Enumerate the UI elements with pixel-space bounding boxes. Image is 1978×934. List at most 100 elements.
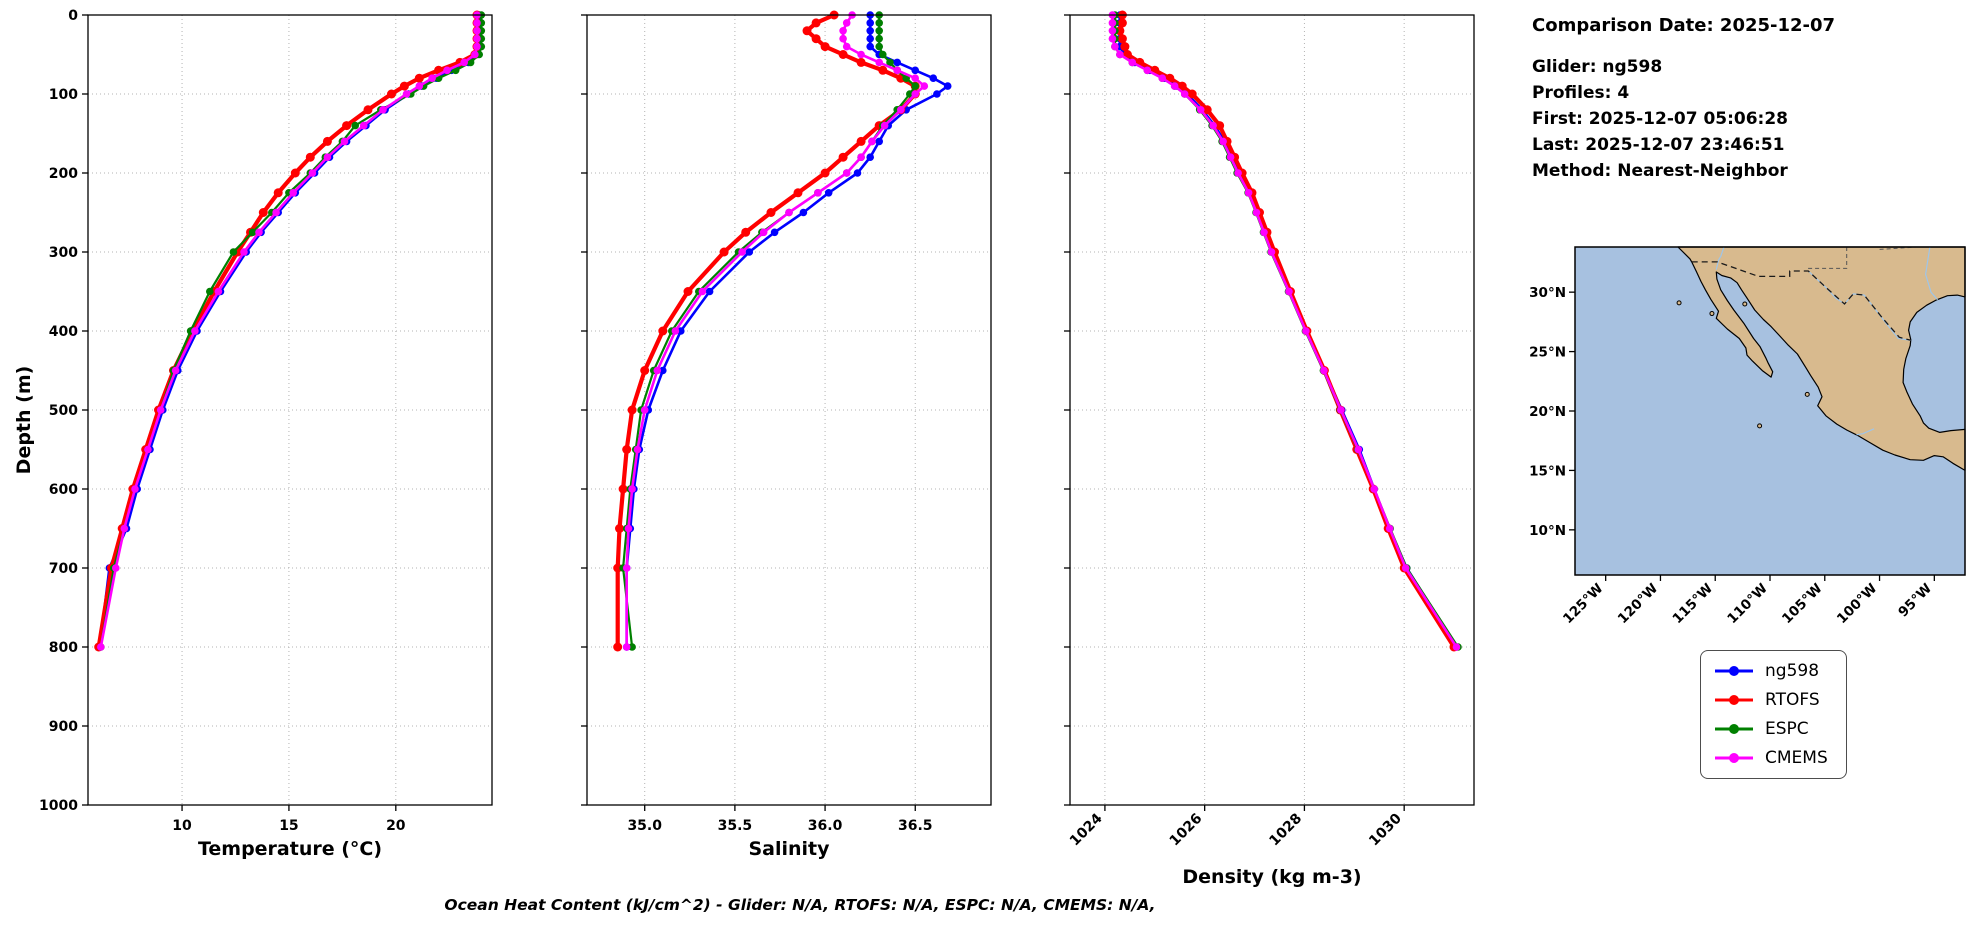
salinity-RTOFS-marker: [766, 208, 776, 217]
map-lat-label: 15°N: [1530, 463, 1566, 479]
y-tick-label: 0: [68, 8, 78, 24]
legend-label: ESPC: [1765, 719, 1809, 739]
temperature-CMEMS-marker: [112, 564, 120, 572]
density-RTOFS-marker: [1177, 81, 1187, 91]
x-tick-label: 1026: [1167, 811, 1206, 850]
y-tick-label: 700: [49, 561, 78, 577]
temperature-CMEMS-marker: [340, 137, 349, 146]
salinity-RTOFS-marker: [618, 484, 628, 494]
salinity-CMEMS-marker: [880, 121, 889, 130]
salinity-CMEMS-marker: [785, 208, 793, 217]
map-lat-label: 20°N: [1530, 404, 1566, 420]
x-tick-label: 35.5: [718, 818, 753, 834]
temperature-profile-chart: 10 15 2001002003004005006007008009001000Te…: [39, 8, 493, 860]
y-tick-label: 400: [49, 324, 78, 340]
salinity-CMEMS-marker: [857, 153, 865, 161]
salinity-ng598-marker: [893, 58, 901, 67]
density-CMEMS-marker: [1452, 643, 1461, 651]
legend: ng598 RTOFS ESPC CMEMS: [1700, 650, 1847, 779]
x-tick-label: 15: [279, 818, 298, 834]
salinity-CMEMS-marker: [911, 74, 919, 82]
map-island: [1742, 301, 1748, 307]
salinity-ng598-marker: [866, 42, 874, 51]
y-tick-label: 1000: [39, 798, 78, 814]
salinity-CMEMS-marker: [628, 485, 636, 493]
salinity-CMEMS-marker: [633, 445, 642, 454]
temperature-RTOFS-marker: [399, 81, 409, 91]
info-spacer: [1532, 39, 1835, 55]
salinity-ng598-marker: [770, 228, 779, 237]
legend-item-ng598: ng598: [1713, 661, 1828, 681]
density-CMEMS-marker: [1244, 189, 1253, 197]
temperature-CMEMS-marker: [473, 27, 481, 35]
x-tick-label: 35.0: [627, 818, 662, 834]
map-island: [1804, 391, 1810, 397]
legend-item-cmems: CMEMS: [1713, 748, 1828, 768]
density-CMEMS-marker: [1170, 82, 1179, 90]
salinity-ESPC-marker: [906, 90, 914, 98]
temperature-CMEMS-marker: [144, 445, 152, 454]
salinity-ng598-marker: [853, 169, 862, 177]
y-tick-label: 500: [49, 403, 78, 419]
temperature-RTOFS-marker: [258, 208, 268, 217]
last-profile-time-text: Last: 2025-12-07 23:46:51: [1532, 134, 1785, 155]
salinity-RTOFS-marker: [820, 168, 830, 178]
density-CMEMS-marker: [1143, 66, 1152, 75]
salinity-ng598-marker: [677, 327, 685, 335]
temperature-CMEMS-marker: [443, 66, 451, 75]
temperature-CMEMS-marker: [460, 58, 469, 67]
salinity-RTOFS-marker: [878, 65, 888, 75]
density-CMEMS-marker: [1401, 564, 1410, 572]
density-CMEMS-marker: [1219, 137, 1227, 146]
temperature-RTOFS-marker: [322, 136, 332, 146]
density-CMEMS-marker: [1234, 169, 1242, 177]
temperature-CMEMS-marker: [415, 82, 424, 90]
map-land: [1677, 246, 1966, 471]
temperature-ESPC-marker: [229, 248, 238, 256]
temperature-CMEMS-marker: [97, 643, 105, 651]
glider-id-text: Glider: ng598: [1532, 57, 1663, 78]
density-CMEMS-marker: [1354, 445, 1363, 454]
salinity-RTOFS-marker: [741, 227, 751, 237]
legend-marker-cmems: [1715, 753, 1753, 763]
salinity-CMEMS-marker: [842, 169, 851, 177]
salinity-CMEMS-marker: [911, 90, 919, 98]
salinity-ng598-marker: [875, 137, 883, 146]
density-RTOFS-marker: [1117, 18, 1127, 28]
salinity-CMEMS-marker: [759, 228, 768, 237]
salinity-CMEMS-marker: [622, 564, 631, 572]
salinity-CMEMS-marker: [839, 27, 847, 35]
salinity-CMEMS-marker: [671, 327, 680, 335]
salinity-axis-label: Salinity: [748, 838, 830, 860]
salinity-RTOFS-marker: [802, 26, 812, 36]
legend-marker-rtofs: [1715, 695, 1753, 705]
map-lon-label: 115°W: [1670, 580, 1717, 627]
first-profile-time-text: First: 2025-12-07 05:06:28: [1532, 109, 1789, 130]
method-text: Method: Nearest-Neighbor: [1532, 160, 1788, 181]
density-CMEMS-marker: [1158, 74, 1167, 82]
y-tick-label: 100: [49, 87, 78, 103]
map-state-border: [1807, 247, 1848, 269]
temperature-CMEMS-marker: [272, 208, 280, 217]
temperature-CMEMS-marker: [323, 153, 332, 161]
legend-label: RTOFS: [1765, 690, 1820, 710]
temperature-RTOFS-marker: [273, 188, 283, 198]
salinity-ESPC-marker: [875, 42, 883, 51]
temperature-CMEMS-marker: [402, 90, 411, 98]
salinity-ng598-marker: [911, 66, 919, 75]
temperature-CMEMS-marker: [379, 106, 387, 114]
map-lon-label: 125°W: [1560, 580, 1607, 627]
x-tick-label: 36.5: [898, 818, 933, 834]
density-CMEMS-marker: [1260, 228, 1268, 237]
ohc-caption: Ocean Heat Content (kJ/cm^2) - Glider: N…: [444, 896, 1156, 914]
salinity-ng598-marker: [933, 90, 941, 98]
salinity-ng598-marker: [659, 366, 667, 375]
density-CMEMS-marker: [1267, 248, 1276, 256]
density-RTOFS-marker: [1187, 89, 1197, 99]
density-CMEMS-marker: [1385, 524, 1394, 533]
temperature-CMEMS-marker: [131, 485, 139, 493]
temperature-ESPC-marker: [248, 228, 257, 237]
salinity-CMEMS-marker: [814, 189, 822, 197]
y-tick-label: 800: [49, 640, 78, 656]
